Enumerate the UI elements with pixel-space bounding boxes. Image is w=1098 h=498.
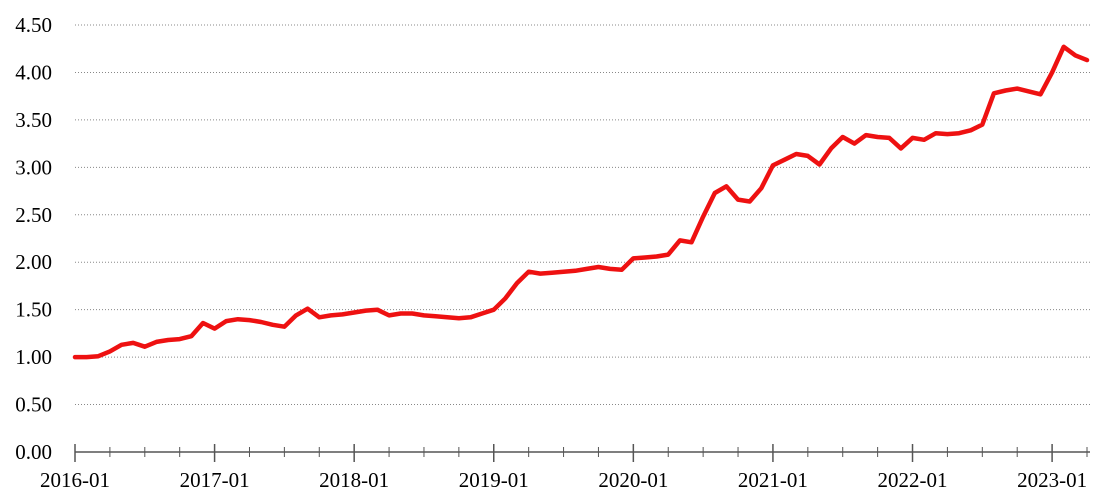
- y-axis-tick-label: 0.00: [15, 440, 52, 464]
- x-axis-tick-label: 2016-01: [40, 468, 110, 492]
- y-axis-tick-label: 0.50: [15, 393, 52, 417]
- x-axis-tick-label: 2022-01: [878, 468, 948, 492]
- y-axis-tick-label: 4.00: [15, 60, 52, 84]
- y-axis-tick-label: 3.50: [15, 108, 52, 132]
- y-axis-tick-label: 1.00: [15, 345, 52, 369]
- y-axis-tick-label: 4.50: [15, 13, 52, 37]
- x-axis-tick-label: 2023-01: [1017, 468, 1087, 492]
- x-axis-tick-label: 2018-01: [319, 468, 389, 492]
- x-axis-tick-label: 2021-01: [738, 468, 808, 492]
- data-line-series: [72, 44, 1090, 360]
- y-axis-tick-label: 1.50: [15, 298, 52, 322]
- x-axis-tick-label: 2017-01: [180, 468, 250, 492]
- x-axis-tick-label: 2019-01: [459, 468, 529, 492]
- x-axis-tick-label: 2020-01: [598, 468, 668, 492]
- y-axis-tick-label: 3.00: [15, 155, 52, 179]
- y-axis-tick-label: 2.50: [15, 203, 52, 227]
- y-axis-tick-label: 2.00: [15, 250, 52, 274]
